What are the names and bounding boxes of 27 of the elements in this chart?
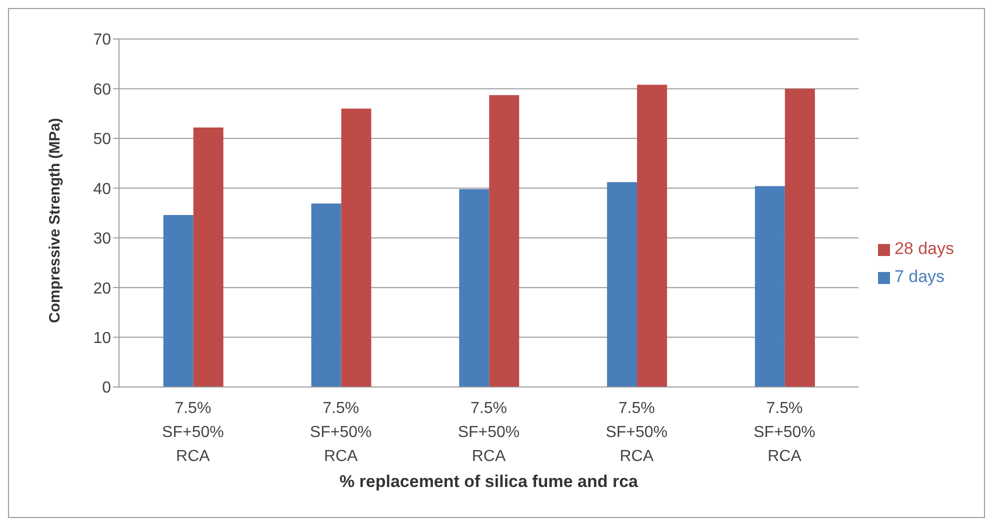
bar [163,214,194,387]
y-tick-label: 0 [102,380,112,397]
bar [341,108,372,387]
x-axis-title: % replacement of silica fume and rca [339,472,639,491]
bar [489,95,520,387]
y-tick-label: 30 [93,230,112,248]
bar [754,186,785,387]
x-tick-label: 7.5% SF+50% RCA [754,400,816,465]
bar [311,204,342,387]
bar [459,189,490,387]
bar [193,127,224,387]
x-tick-label: 7.5% SF+50% RCA [606,400,668,465]
y-tick-label: 60 [93,81,112,98]
x-tick-label: 7.5% SF+50% RCA [458,400,520,465]
y-tick-label: 10 [93,330,112,347]
y-axis-title: Compressive Strength (MPa) [46,118,64,323]
x-tick-label: 7.5% SF+50% RCA [310,400,372,465]
y-tick-label: 70 [93,32,112,49]
legend-label: 28 days [894,239,954,258]
bar [607,182,638,387]
bar [637,84,668,387]
bar [784,88,815,387]
y-tick-label: 40 [93,180,112,198]
y-tick-label: 50 [93,131,112,148]
y-tick-label: 20 [93,280,112,298]
x-tick-label: 7.5% SF+50% RCA [162,400,224,465]
legend-label: 7 days [894,267,945,286]
